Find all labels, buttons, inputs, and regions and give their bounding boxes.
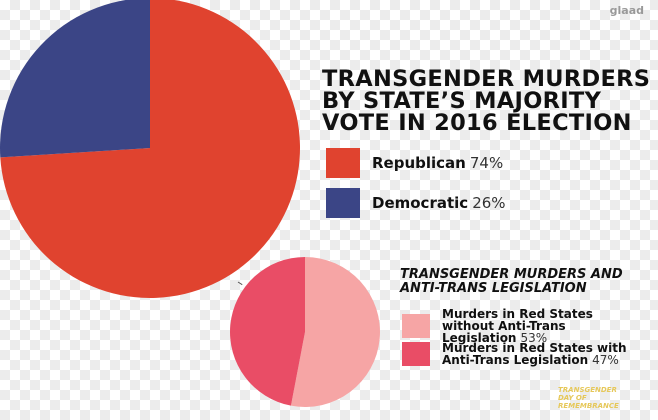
legend-item: Republican 74%: [326, 148, 652, 178]
legend-swatch: [326, 148, 360, 178]
pie-slice: [290, 257, 380, 407]
legend-text: Murders in Red States without Anti-Trans…: [442, 308, 642, 344]
value-label: 74%: [469, 153, 504, 172]
pie-slice: [229, 257, 305, 406]
legend-text: Republican 74%: [372, 153, 652, 172]
footer: TRANSGENDER DAY OF REMEMBRANCE: [558, 386, 619, 410]
legend-label: Murders in Red States with Anti-Trans Le…: [442, 341, 627, 367]
value-label: 53%: [520, 331, 548, 345]
legend-item: Murders in Red States without Anti-Trans…: [402, 308, 642, 344]
value-label: 47%: [592, 353, 619, 367]
legend-swatch: [402, 342, 430, 366]
chart-title: TRANSGENDER MURDERS BY STATE’S MAJORITY …: [322, 66, 651, 136]
pie-slice: [0, 0, 150, 158]
legend-swatch: [402, 314, 430, 338]
legend-text: Murders in Red States with Anti-Trans Le…: [442, 342, 642, 366]
legend-label: Democratic: [372, 193, 469, 212]
logo: glaad: [609, 4, 644, 17]
legend-text: Democratic 26%: [372, 193, 652, 212]
value-label: 26%: [472, 193, 506, 212]
pie-slice: [0, 0, 300, 298]
legend-label: Murders in Red States without Anti-Trans…: [442, 307, 593, 345]
legend-swatch: [326, 188, 360, 218]
legend-item: Democratic 26%: [326, 188, 652, 218]
legend-item: Murders in Red States with Anti-Trans Le…: [402, 342, 642, 366]
chart-title: TRANSGENDER MURDERS AND ANTI-TRANS LEGIS…: [400, 267, 623, 296]
legend-label: Republican: [372, 153, 466, 172]
